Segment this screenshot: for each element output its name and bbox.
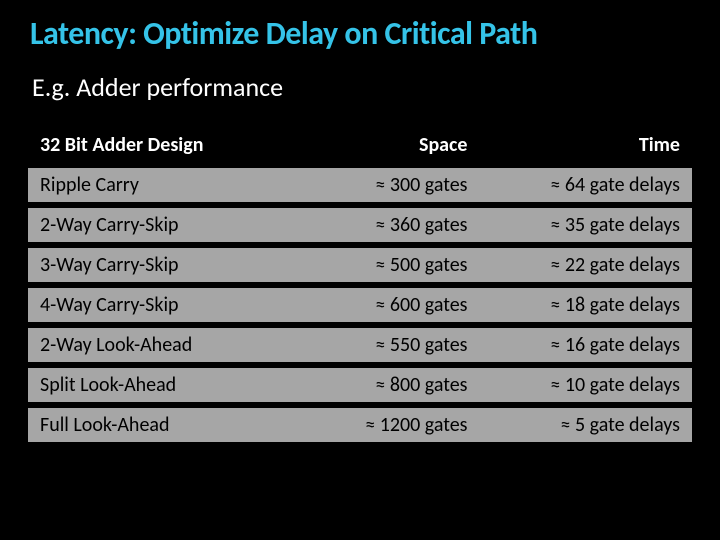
cell-design: Split Look-Ahead [28,367,294,403]
table-row: 3-Way Carry-Skip ≈ 500 gates ≈ 22 gate d… [28,247,692,283]
cell-space: ≈ 360 gates [294,207,480,243]
cell-time: ≈ 64 gate delays [480,167,693,203]
table-row: Full Look-Ahead ≈ 1200 gates ≈ 5 gate de… [28,407,692,443]
cell-design: 2-Way Carry-Skip [28,207,294,243]
cell-design: 3-Way Carry-Skip [28,247,294,283]
col-header-time: Time [480,127,693,163]
cell-time: ≈ 5 gate delays [480,407,693,443]
slide: Latency: Optimize Delay on Critical Path… [0,0,720,540]
cell-space: ≈ 1200 gates [294,407,480,443]
col-header-design: 32 Bit Adder Design [28,127,294,163]
cell-space: ≈ 300 gates [294,167,480,203]
slide-subtitle: E.g. Adder performance [28,71,692,103]
cell-space: ≈ 550 gates [294,327,480,363]
cell-time: ≈ 10 gate delays [480,367,693,403]
table-body: Ripple Carry ≈ 300 gates ≈ 64 gate delay… [28,167,692,443]
cell-space: ≈ 800 gates [294,367,480,403]
cell-design: 2-Way Look-Ahead [28,327,294,363]
cell-space: ≈ 600 gates [294,287,480,323]
cell-space: ≈ 500 gates [294,247,480,283]
table-row: 2-Way Look-Ahead ≈ 550 gates ≈ 16 gate d… [28,327,692,363]
cell-time: ≈ 16 gate delays [480,327,693,363]
cell-design: Full Look-Ahead [28,407,294,443]
table-header-row: 32 Bit Adder Design Space Time [28,127,692,163]
table-row: 2-Way Carry-Skip ≈ 360 gates ≈ 35 gate d… [28,207,692,243]
slide-title: Latency: Optimize Delay on Critical Path [28,14,692,53]
table-row: 4-Way Carry-Skip ≈ 600 gates ≈ 18 gate d… [28,287,692,323]
cell-time: ≈ 22 gate delays [480,247,693,283]
col-header-space: Space [294,127,480,163]
cell-time: ≈ 18 gate delays [480,287,693,323]
cell-design: 4-Way Carry-Skip [28,287,294,323]
table-row: Ripple Carry ≈ 300 gates ≈ 64 gate delay… [28,167,692,203]
cell-design: Ripple Carry [28,167,294,203]
cell-time: ≈ 35 gate delays [480,207,693,243]
adder-performance-table: 32 Bit Adder Design Space Time Ripple Ca… [28,123,692,447]
table-row: Split Look-Ahead ≈ 800 gates ≈ 10 gate d… [28,367,692,403]
